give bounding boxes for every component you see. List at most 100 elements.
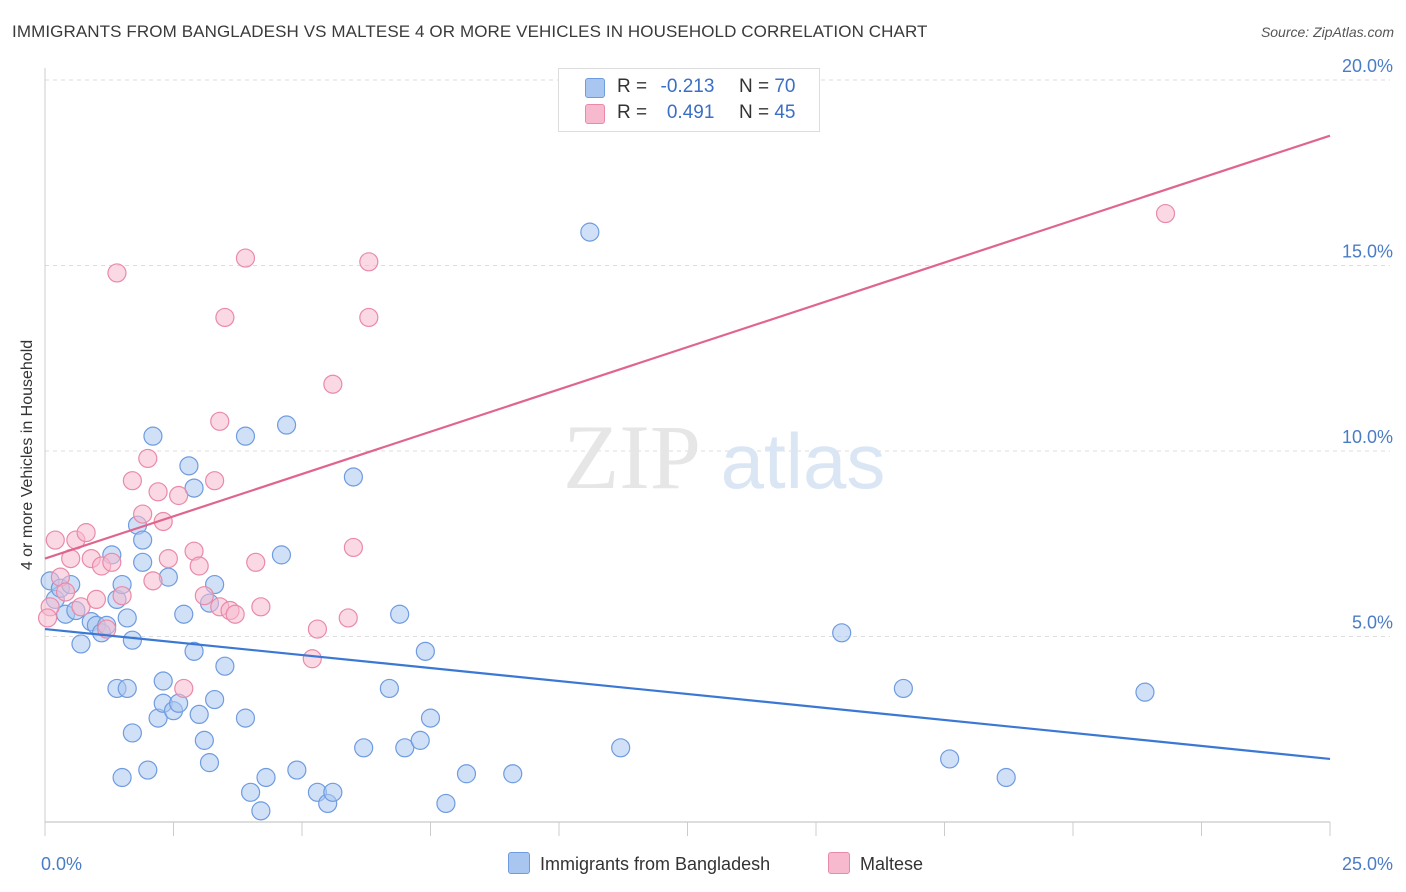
point-bangladesh [174, 604, 194, 624]
point-maltese [323, 374, 343, 394]
point-bangladesh [276, 415, 297, 435]
bottom-legend-bangladesh: Immigrants from Bangladesh [508, 852, 770, 875]
legend-swatch-pink [585, 104, 605, 124]
point-bangladesh [194, 730, 214, 750]
legend-swatch-blue [585, 78, 605, 98]
point-bangladesh [436, 793, 456, 814]
bottom-legend-swatch-blue [508, 852, 530, 874]
point-bangladesh [256, 767, 276, 788]
point-bangladesh [379, 678, 399, 699]
grid-lines [45, 79, 1390, 637]
point-maltese [302, 649, 322, 669]
point-maltese [45, 530, 65, 550]
bottom-legend-label: Immigrants from Bangladesh [540, 854, 771, 874]
point-bangladesh [184, 641, 204, 661]
point-bangladesh [420, 708, 441, 728]
point-maltese [55, 582, 76, 602]
legend-r-label: R = [617, 102, 648, 123]
point-bangladesh [410, 730, 430, 750]
point-maltese [71, 597, 91, 617]
point-maltese [37, 608, 58, 628]
data-points [37, 203, 1176, 821]
point-bangladesh [940, 749, 960, 769]
point-maltese [205, 471, 225, 491]
y-tick-label: 15.0% [1342, 242, 1393, 262]
point-bangladesh [323, 782, 343, 802]
point-bangladesh [1135, 682, 1155, 702]
point-bangladesh [456, 764, 477, 784]
point-maltese [225, 604, 245, 624]
point-maltese [338, 608, 358, 628]
point-bangladesh [241, 782, 261, 802]
point-bangladesh [893, 678, 913, 699]
point-bangladesh [251, 801, 271, 821]
point-maltese [210, 411, 230, 431]
legend-r-label: R = [617, 76, 648, 97]
point-maltese [138, 448, 158, 469]
axes [44, 68, 1331, 836]
trend-line-bangladesh [44, 627, 1331, 761]
point-maltese [169, 485, 189, 506]
point-maltese [215, 307, 235, 328]
point-maltese [86, 589, 107, 610]
bottom-legend-label: Maltese [860, 854, 924, 874]
point-bangladesh [395, 738, 415, 758]
point-maltese [143, 571, 163, 591]
point-bangladesh [832, 623, 852, 643]
legend-r-value: 0.491 [666, 102, 715, 123]
point-bangladesh [199, 753, 220, 773]
point-maltese [158, 548, 178, 569]
point-maltese [1155, 203, 1176, 224]
point-maltese [76, 523, 96, 543]
trend-line-maltese [44, 134, 1331, 560]
point-maltese [251, 597, 271, 617]
point-bangladesh [287, 760, 307, 780]
point-bangladesh [143, 426, 163, 446]
bottom-legend-maltese: Maltese [828, 852, 923, 875]
point-maltese [97, 619, 117, 639]
watermark-zip: ZIP [563, 406, 701, 508]
point-bangladesh [112, 767, 132, 788]
point-bangladesh [117, 608, 137, 628]
point-bangladesh [235, 426, 256, 446]
point-bangladesh [71, 634, 91, 654]
point-maltese [246, 552, 266, 572]
point-maltese [343, 537, 363, 558]
trend-lines [44, 134, 1331, 761]
point-maltese [102, 552, 122, 572]
point-bangladesh [215, 656, 235, 676]
x-tick-label: 25.0% [1342, 854, 1393, 874]
point-bangladesh [122, 630, 142, 650]
point-bangladesh [179, 456, 199, 476]
point-bangladesh [415, 641, 435, 661]
y-tick-label: 10.0% [1342, 427, 1393, 447]
watermark-atlas: atlas [721, 417, 886, 505]
point-maltese [235, 248, 256, 268]
point-bangladesh [503, 764, 523, 784]
point-bangladesh [133, 552, 153, 572]
point-maltese [359, 252, 379, 272]
y-tick-label: 5.0% [1352, 613, 1393, 633]
chart-title: IMMIGRANTS FROM BANGLADESH VS MALTESE 4 … [12, 22, 928, 41]
point-bangladesh [133, 530, 153, 550]
point-bangladesh [117, 678, 137, 699]
point-bangladesh [138, 760, 158, 780]
point-maltese [112, 586, 132, 606]
correlation-legend: R = -0.213 N = 70 R = 0.491 N = 45 [558, 68, 820, 132]
point-maltese [148, 482, 168, 502]
point-maltese [133, 504, 153, 524]
point-bangladesh [189, 704, 209, 725]
bottom-legend-swatch-pink [828, 852, 850, 874]
point-maltese [122, 471, 142, 491]
point-bangladesh [580, 222, 600, 242]
legend-r-value: -0.213 [660, 76, 715, 97]
legend-n-value: 70 [774, 76, 796, 97]
tick-labels: 5.0% 10.0% 15.0% 20.0% 0.0% 25.0% [41, 56, 1393, 874]
point-maltese [189, 556, 209, 576]
chart-source: Source: ZipAtlas.com [1260, 24, 1394, 40]
point-maltese [107, 263, 127, 283]
point-bangladesh [271, 545, 292, 565]
point-bangladesh [390, 604, 410, 624]
x-tick-label: 0.0% [41, 854, 82, 874]
